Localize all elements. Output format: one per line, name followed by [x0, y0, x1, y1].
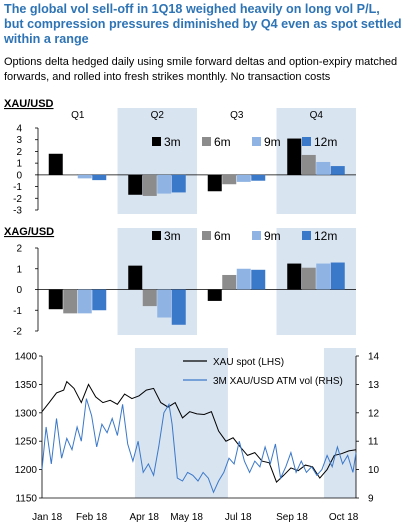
xag-legend-swatch-3m [152, 231, 161, 240]
right-y-tick-label: 14 [368, 352, 380, 363]
xag-bar-9m-q4 [316, 263, 331, 290]
xag-bar-3m-q1 [48, 289, 63, 310]
xau-category-label-q2: Q2 [151, 110, 165, 121]
x-tick-label: May 18 [170, 512, 203, 523]
left-y-tick-label: 1250 [15, 437, 38, 448]
xau-bar-9m-q3 [236, 174, 251, 182]
x-tick-label: Oct 18 [329, 512, 359, 523]
xag-bar-12m-q3 [251, 269, 266, 290]
xag-legend-label-9m: 9m [264, 229, 281, 243]
x-tick-label: Jul 18 [225, 512, 252, 523]
left-y-tick-label: 1200 [15, 465, 38, 476]
xag-bar-6m-q2 [142, 289, 157, 307]
xag-legend-label-6m: 6m [214, 229, 231, 243]
right-y-tick-label: 13 [368, 380, 380, 391]
xau-shade-q2 [117, 108, 197, 214]
xag-bar-12m-q4 [330, 262, 345, 290]
chart-subtitle: Options delta hedged daily using smile f… [4, 56, 398, 83]
xau-y-tick-label: 2 [16, 147, 22, 158]
xau-bar-12m-q2 [171, 174, 186, 193]
xau-bar-3m-q2 [128, 174, 143, 195]
xag-bar-6m-q3 [222, 274, 237, 290]
xau-bar-6m-q3 [222, 174, 237, 185]
xau-bar-6m-q1 [63, 174, 78, 175]
line-shade-0 [134, 348, 228, 498]
right-y-tick-label: 9 [368, 494, 374, 505]
xag-legend-swatch-9m [252, 231, 261, 240]
xau-legend-label-6m: 6m [214, 135, 231, 149]
x-tick-label: Feb 18 [76, 512, 108, 523]
right-y-tick-label: 12 [368, 408, 380, 419]
xau-bar-9m-q2 [157, 174, 172, 194]
xag-bar-12m-q2 [171, 289, 186, 325]
xag-y-tick-label: 2 [16, 244, 22, 255]
xau-bar-9m-q1 [77, 174, 92, 179]
xau-bar-6m-q2 [142, 174, 157, 196]
xau-category-label-q4: Q4 [310, 110, 324, 121]
xag-y-tick-label: -2 [13, 327, 22, 338]
xag-legend-label-3m: 3m [164, 229, 181, 243]
xag-bar-3m-q4 [287, 263, 302, 290]
xag-y-tick-label: 0 [16, 285, 22, 296]
xau-legend-label-9m: 9m [264, 135, 281, 149]
line-shade-1 [323, 348, 356, 498]
xag-bar-3m-q3 [207, 289, 222, 301]
xau-y-tick-label: -2 [13, 194, 22, 205]
xau-y-tick-label: 4 [16, 124, 22, 135]
xau-y-tick-label: 0 [16, 170, 22, 181]
left-y-tick-label: 1400 [15, 352, 38, 363]
xau-bar-9m-q4 [316, 161, 331, 175]
xau-y-tick-label: -1 [13, 182, 22, 193]
xau-legend-swatch-3m [152, 137, 161, 146]
xau-spot-line [41, 380, 357, 483]
xag-bar-6m-q4 [301, 267, 316, 290]
xau-bar-3m-q4 [287, 138, 302, 175]
xau-y-tick-label: 1 [16, 159, 22, 170]
xau-legend-label-12m: 12m [314, 135, 337, 149]
xag-bar-9m-q1 [77, 289, 92, 314]
xag-bar-9m-q2 [157, 289, 172, 318]
xag-legend-swatch-12m [302, 231, 311, 240]
xag-bar-9m-q3 [236, 268, 251, 290]
xag-bar-3m-q2 [128, 265, 143, 290]
xau-bar-3m-q1 [48, 153, 63, 175]
xau-panel-title: XAU/USD [4, 98, 54, 110]
xag-bar-12m-q1 [92, 289, 107, 311]
left-y-tick-label: 1350 [15, 380, 38, 391]
xau-bar-12m-q1 [92, 174, 107, 181]
xau-legend-label-3m: 3m [164, 135, 181, 149]
xau-y-tick-label: 3 [16, 135, 22, 146]
xau-y-tick-label: -3 [13, 206, 22, 217]
xau-category-label-q3: Q3 [230, 110, 244, 121]
left-y-tick-label: 1300 [15, 408, 38, 419]
xau-legend-swatch-6m [202, 137, 211, 146]
xag-y-tick-label: -1 [13, 306, 22, 317]
xag-panel-title: XAG/USD [4, 226, 54, 238]
x-tick-label: Apr 18 [130, 512, 160, 523]
line-legend-label-1: 3M XAU/USD ATM vol (RHS) [213, 376, 343, 387]
right-y-tick-label: 11 [368, 437, 379, 448]
x-tick-label: Sep 18 [276, 512, 308, 523]
x-tick-label: Jan 18 [32, 512, 62, 523]
xau-bar-3m-q3 [207, 174, 222, 192]
xau-category-label-q1: Q1 [71, 110, 85, 121]
right-y-tick-label: 10 [368, 465, 380, 476]
line-legend-label-0: XAU spot (LHS) [213, 357, 284, 368]
xau-bar-6m-q4 [301, 154, 316, 175]
xau-legend-swatch-9m [252, 137, 261, 146]
xau-bar-12m-q4 [330, 166, 345, 175]
xag-legend-label-12m: 12m [314, 229, 337, 243]
xau-bar-12m-q3 [251, 174, 266, 181]
xau-legend-swatch-12m [302, 137, 311, 146]
atm-vol-line [41, 398, 357, 494]
xag-bar-6m-q1 [63, 289, 78, 314]
left-y-tick-label: 1150 [15, 494, 37, 505]
xag-y-tick-label: 1 [16, 264, 22, 275]
xag-legend-swatch-6m [202, 231, 211, 240]
chart-title: The global vol sell-off in 1Q18 weighed … [4, 2, 402, 46]
